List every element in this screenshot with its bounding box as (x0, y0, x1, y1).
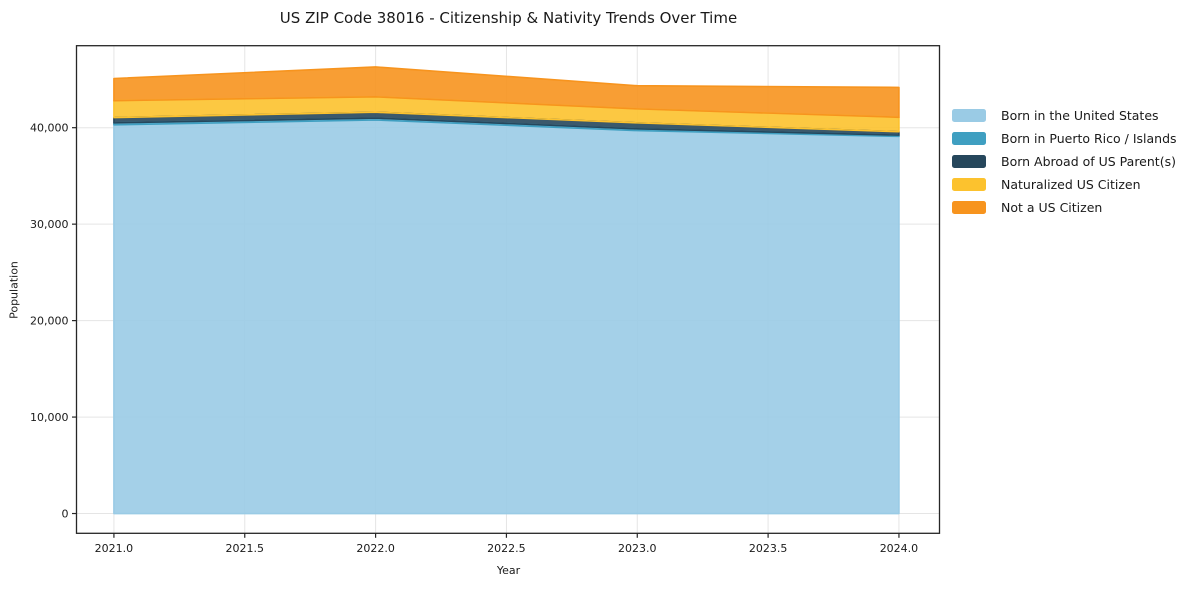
y-tick-label: 30,000 (30, 218, 69, 231)
y-tick-label: 20,000 (30, 314, 69, 327)
x-tick-label: 2022.5 (487, 542, 526, 555)
x-tick-label: 2024.0 (880, 542, 919, 555)
legend-item-born-in-the-united-states: Born in the United States (952, 104, 1177, 127)
x-tick-label: 2021.5 (226, 542, 265, 555)
plot-border (75, 45, 941, 534)
legend: Born in the United States Born in Puerto … (952, 104, 1177, 219)
legend-swatch (952, 132, 986, 145)
y-tick-label: 0 (62, 507, 69, 520)
legend-label: Born in the United States (1001, 108, 1159, 123)
y-tick-label: 40,000 (30, 121, 69, 134)
x-tick-label: 2023.0 (618, 542, 657, 555)
area-born-abroad-of-us-parent-s (113, 112, 899, 136)
area-born-in-the-united-states (113, 119, 899, 514)
x-tick-label: 2023.5 (749, 542, 788, 555)
y-tick-label: 10,000 (30, 411, 69, 424)
area-naturalized-us-citizen (113, 96, 899, 132)
legend-swatch (952, 201, 986, 214)
legend-swatch (952, 178, 986, 191)
legend-item-born-abroad-of-us-parent-s: Born Abroad of US Parent(s) (952, 150, 1177, 173)
legend-swatch (952, 155, 986, 168)
legend-label: Not a US Citizen (1001, 200, 1103, 215)
legend-label: Naturalized US Citizen (1001, 177, 1141, 192)
legend-item-naturalized-us-citizen: Naturalized US Citizen (952, 173, 1177, 196)
legend-label: Born Abroad of US Parent(s) (1001, 154, 1176, 169)
area-outline-not-a-us-citizen (113, 66, 900, 119)
chart-title: US ZIP Code 38016 - Citizenship & Nativi… (279, 9, 738, 27)
legend-label: Born in Puerto Rico / Islands (1001, 131, 1177, 146)
area-not-a-us-citizen (113, 66, 899, 118)
x-tick-label: 2022.0 (356, 542, 395, 555)
legend-swatch (952, 109, 986, 122)
legend-item-not-a-us-citizen: Not a US Citizen (952, 196, 1177, 219)
y-axis-label: Population (7, 261, 21, 319)
x-axis-label: Year (496, 564, 521, 577)
legend-item-born-in-puerto-rico-islands: Born in Puerto Rico / Islands (952, 127, 1177, 150)
x-tick-label: 2021.0 (95, 542, 134, 555)
